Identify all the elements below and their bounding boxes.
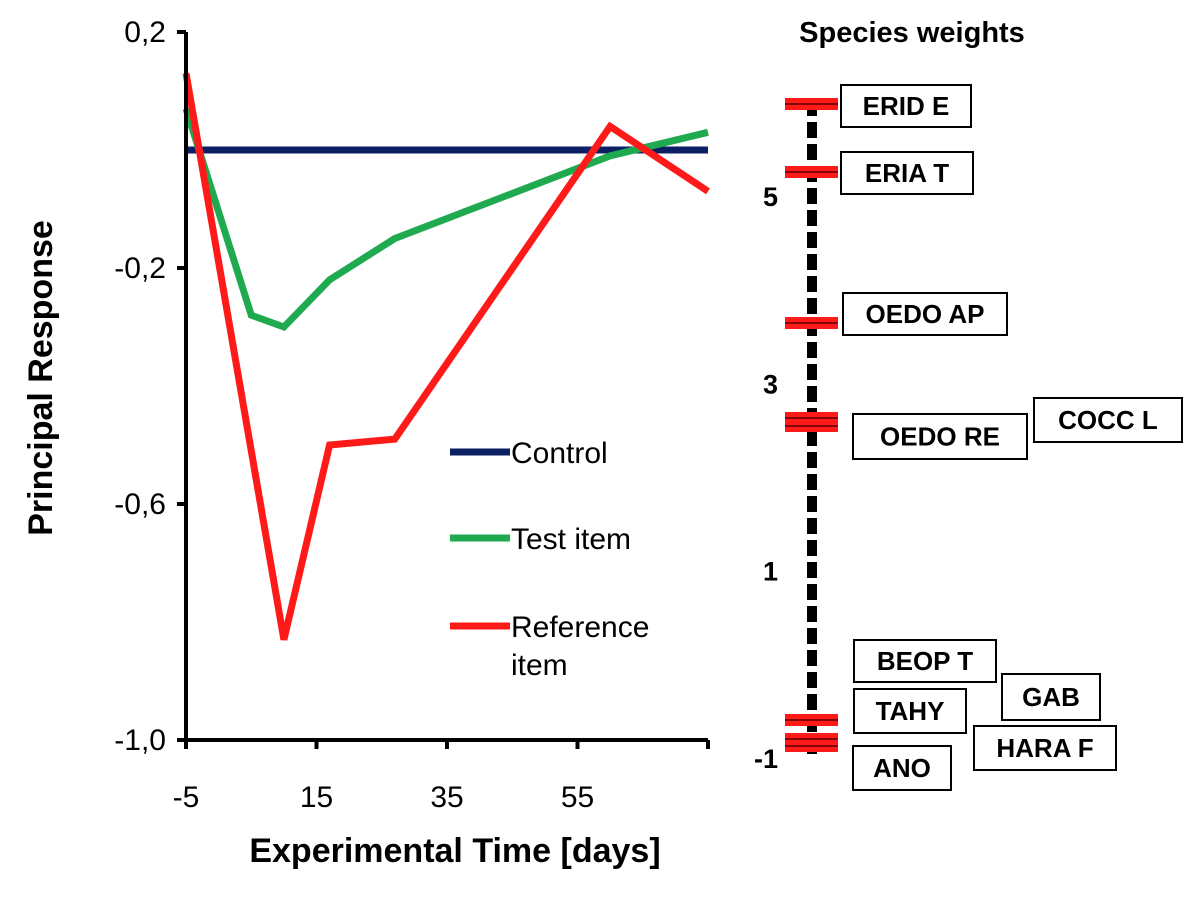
species-label-hara-f: HARA F: [996, 733, 1093, 763]
legend-label-control: Control: [511, 437, 608, 470]
x-axis-title: Experimental Time [days]: [249, 832, 660, 870]
series-line-reference-item: [182, 72, 710, 641]
y-tick-label: 0,2: [124, 16, 166, 49]
species-label-oedo-re: OEDO RE: [880, 422, 1000, 452]
species-label-cocc-l: COCC L: [1058, 405, 1158, 435]
species-label-box: [1001, 673, 1101, 721]
species-axis-tick-label: 3: [763, 369, 778, 399]
y-tick-label: -1,0: [114, 724, 166, 757]
legend-label-reference-item: item: [511, 649, 568, 682]
axes: 0,2 -0,2 -0,6 -1,0-5 15 35 55: [114, 16, 710, 814]
species-weights-chart: Species weights 5 3 1 -1 ERID E ERIA T OEDO A…: [754, 17, 1183, 791]
species-axis-tick-label: 1: [763, 557, 778, 587]
y-tick-label: -0,2: [114, 252, 166, 285]
species-label-ano: ANO: [873, 753, 931, 783]
species-label-tahy: TAHY: [876, 696, 945, 726]
species-label-oedo-ap: OEDO AP: [866, 299, 985, 329]
species-label-box: [853, 639, 997, 683]
legend-label-reference-item: Reference: [511, 611, 649, 644]
species-label-box: [973, 725, 1117, 771]
species-axis-tick-label: -1: [754, 744, 778, 774]
x-tick-label: -5: [173, 781, 200, 814]
species-label-erid-e: ERID E: [863, 91, 950, 121]
species-label-box: [1033, 397, 1183, 443]
y-axis-title: Principal Response: [22, 220, 60, 536]
species-label-gab: GAB: [1022, 682, 1080, 712]
x-tick-label: 15: [300, 781, 333, 814]
species-label-box: [853, 688, 967, 734]
y-tick-label: -0,6: [114, 488, 166, 521]
species-label-box: [842, 292, 1008, 336]
x-tick-label: 35: [430, 781, 463, 814]
species-markers: [785, 98, 838, 752]
species-label-box: [852, 413, 1028, 460]
legend: Control Test item Reference item: [450, 437, 649, 682]
species-label-box: [840, 84, 972, 128]
principal-response-chart: 0,2 -0,2 -0,6 -1,0-5 15 35 55 Control Test item…: [22, 16, 710, 870]
series-lines: [182, 72, 710, 641]
species-label-box: [840, 151, 974, 195]
legend-label-test-item: Test item: [511, 523, 631, 556]
species-label-box: [852, 745, 952, 791]
species-weights-title: Species weights: [799, 17, 1025, 49]
species-labels: ERID E ERIA T OEDO AP OEDO RE COCC L BEOP T TA…: [840, 84, 1183, 791]
x-tick-label: 55: [561, 781, 594, 814]
species-axis-tick-label: 5: [763, 182, 778, 212]
species-label-beop-t: BEOP T: [877, 646, 973, 676]
series-line-test-item: [182, 107, 709, 332]
species-axis: 5 3 1 -1: [754, 100, 817, 774]
species-label-eria-t: ERIA T: [865, 158, 949, 188]
